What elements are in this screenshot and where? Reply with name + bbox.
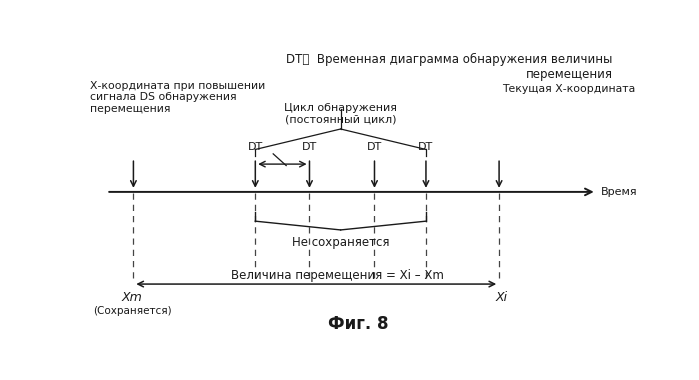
Text: перемещения: перемещения — [526, 68, 613, 81]
Text: DT: DT — [247, 142, 263, 152]
Text: DT：  Временная диаграмма обнаружения величины: DT： Временная диаграмма обнаружения вели… — [287, 53, 613, 66]
Text: DT: DT — [367, 142, 382, 152]
Text: Xi: Xi — [496, 291, 508, 304]
Text: Фиг. 8: Фиг. 8 — [328, 315, 389, 333]
Text: Текущая Х-координата: Текущая Х-координата — [502, 84, 635, 93]
Text: DT: DT — [418, 142, 433, 152]
Text: Величина перемещения = Хi – Хm: Величина перемещения = Хi – Хm — [231, 269, 445, 282]
Text: (Сохраняется): (Сохраняется) — [93, 306, 172, 316]
Text: Xm: Xm — [122, 291, 143, 304]
Text: Время: Время — [601, 187, 637, 197]
Text: Х-координата при повышении
сигнала DS обнаружения
перемещения: Х-координата при повышении сигнала DS об… — [90, 81, 266, 114]
Text: Не сохраняется: Не сохраняется — [292, 236, 389, 249]
Text: DT: DT — [302, 142, 317, 152]
Text: Цикл обнаружения
(постоянный цикл): Цикл обнаружения (постоянный цикл) — [284, 103, 397, 124]
